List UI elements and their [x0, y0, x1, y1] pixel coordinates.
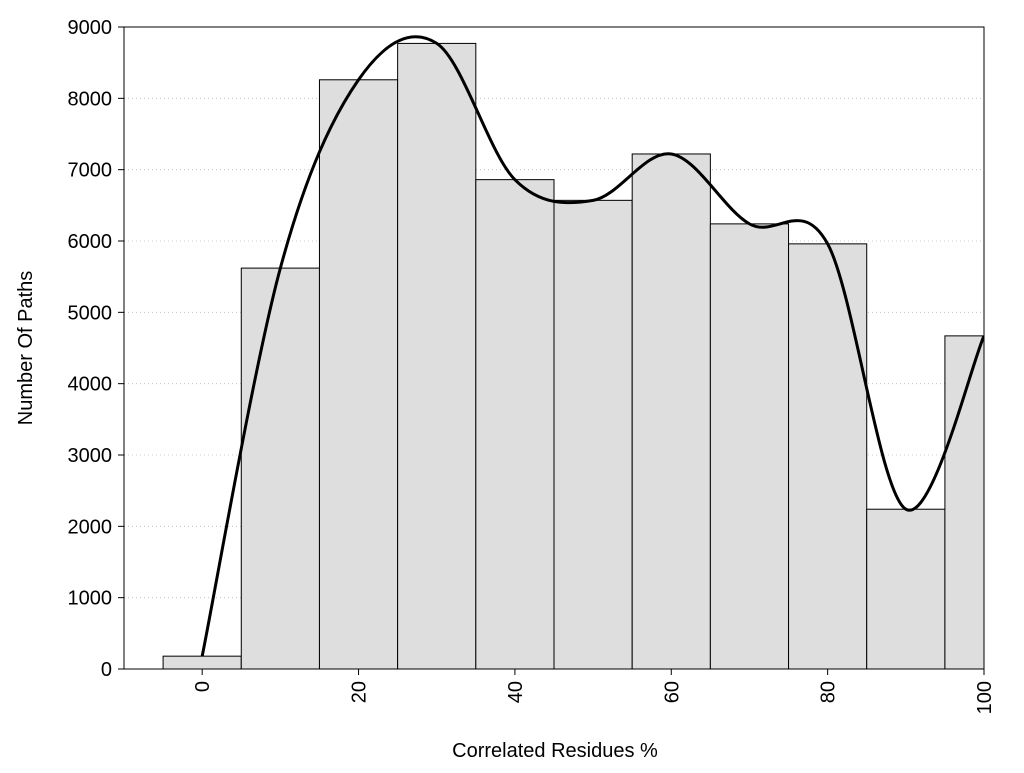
- bar: [553, 199, 633, 669]
- y-tick-label: 2000: [68, 516, 113, 538]
- x-axis-label: Correlated Residues %: [452, 740, 658, 762]
- y-tick-label: 3000: [68, 445, 113, 467]
- bar: [709, 223, 790, 669]
- x-tick-label: 60: [661, 681, 683, 703]
- y-axis-label: Number Of Paths: [15, 271, 37, 426]
- bar: [162, 655, 242, 669]
- plot-area: [162, 35, 984, 669]
- x-tick-label: 0: [192, 681, 214, 692]
- bar: [631, 153, 711, 669]
- bar: [318, 79, 399, 669]
- plot-frame: [123, 26, 985, 670]
- x-tick-label: 40: [505, 681, 527, 703]
- y-tick-label: 8000: [68, 88, 113, 110]
- bar: [397, 42, 477, 669]
- y-tick-label: 4000: [68, 374, 113, 396]
- y-tick-label: 1000: [68, 588, 113, 610]
- y-tick-label: 7000: [68, 160, 113, 182]
- bar: [866, 508, 946, 669]
- curve-line: [200, 35, 984, 657]
- y-tick-label: 6000: [68, 231, 113, 253]
- y-tick-label: 5000: [68, 302, 113, 324]
- y-tick-label: 9000: [68, 17, 113, 39]
- bar: [240, 267, 320, 669]
- x-tick-label: 20: [349, 681, 371, 703]
- bar: [475, 179, 555, 669]
- x-tick-label: 100: [974, 681, 996, 714]
- bar: [788, 243, 868, 669]
- y-tick-label: 0: [101, 659, 112, 681]
- x-tick-label: 80: [818, 681, 840, 703]
